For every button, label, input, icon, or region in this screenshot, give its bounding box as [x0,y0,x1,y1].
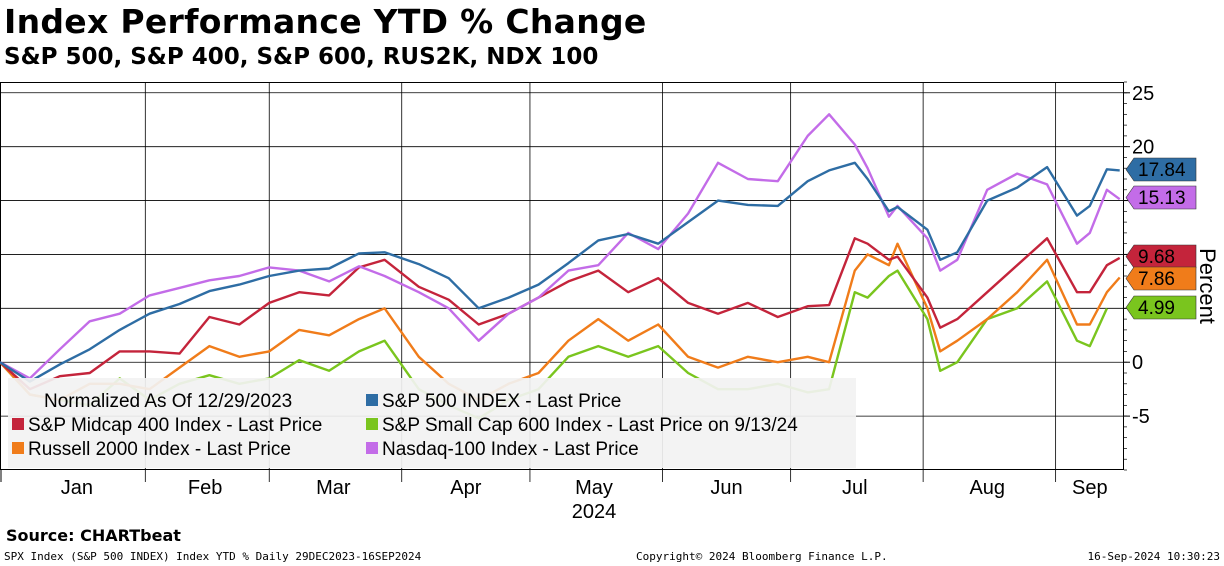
legend-entry: S&P Midcap 400 Index - Last Price [28,415,322,436]
x-tick-label: May [575,477,613,499]
legend-swatch [12,418,24,430]
legend-note: Normalized As Of 12/29/2023 [44,391,292,412]
y-tick-label: 25 [1132,83,1154,105]
legend-entry: S&P 500 INDEX - Last Price [382,391,621,412]
x-tick-label: Jul [842,477,868,499]
x-year-label: 2024 [572,501,617,523]
last-value-label: 4.99 [1138,298,1175,319]
y-tick-label: -5 [1132,406,1150,428]
last-value-tag [1125,266,1197,291]
series-lines [0,113,1121,420]
x-tick-label: Jan [61,477,93,499]
series-line [0,242,1121,402]
last-value-tag [1125,185,1197,210]
last-value-tag [1125,295,1197,320]
legend-swatch [12,442,24,454]
chart-title: Index Performance YTD % Change [4,2,647,41]
series-line [0,237,1121,391]
last-value-label: 9.68 [1138,247,1175,268]
footer-timestamp: 16-Sep-2024 10:30:23 [1087,550,1220,563]
series-line [0,269,1108,420]
legend-swatch [366,442,378,454]
series-line [0,161,1120,383]
y-tick-label: 0 [1132,352,1143,374]
x-tick-label: Aug [969,477,1005,499]
footer-copyright: Copyright© 2024 Bloomberg Finance L.P. [636,550,888,563]
legend-entry: Nasdaq-100 Index - Last Price [382,439,639,460]
y-axis-title: Percent [1195,248,1220,324]
last-value-tag [1125,157,1197,182]
footer-ticker-info: SPX Index (S&P 500 INDEX) Index YTD % Da… [4,550,422,563]
source-label: Source: CHARTbeat [6,526,181,545]
legend-swatch [366,394,378,406]
x-tick-label: Jun [710,477,742,499]
legend-entry: Russell 2000 Index - Last Price [28,439,291,460]
x-tick-label: Sep [1072,477,1108,499]
y-tick-label: 20 [1132,137,1154,159]
x-tick-label: Apr [450,477,481,499]
last-value-label: 15.13 [1138,188,1186,209]
legend-entry: S&P Small Cap 600 Index - Last Price on … [382,415,798,436]
last-value-label: 7.86 [1138,269,1175,290]
legend-box [8,378,856,468]
chart-subtitle: S&P 500, S&P 400, S&P 600, RUS2K, NDX 10… [4,44,599,70]
x-tick-label: Feb [188,477,222,499]
x-tick-label: Mar [316,477,351,499]
last-value-label: 17.84 [1138,160,1186,181]
legend-swatch [366,418,378,430]
last-value-tag [1125,244,1197,269]
